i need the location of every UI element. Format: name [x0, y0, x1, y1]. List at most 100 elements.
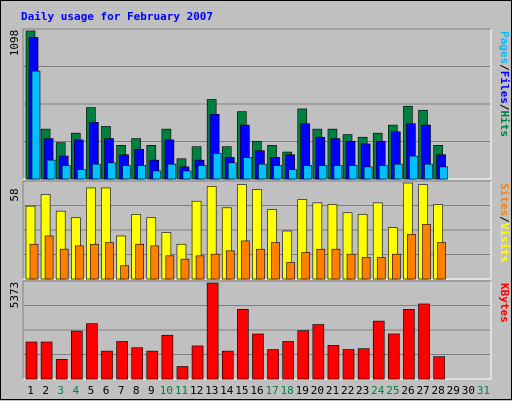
pages-bar — [31, 70, 41, 180]
hits-files-pages-side-label-part: Pages — [498, 31, 511, 64]
visits-sites-side-label-part: Sites — [498, 183, 511, 216]
day-label: 7 — [118, 384, 125, 397]
sites-bar — [376, 257, 386, 280]
day-label: 24 — [371, 384, 385, 397]
sites-bar — [407, 234, 416, 280]
pages-bar — [92, 163, 101, 180]
kbytes-bar — [357, 348, 370, 380]
kbytes-bar — [161, 334, 174, 380]
pages-bar — [243, 157, 252, 180]
pages-bar — [152, 170, 162, 180]
day-label: 13 — [205, 384, 218, 397]
day-label: 23 — [356, 384, 369, 397]
kbytes-bar — [312, 324, 325, 380]
pages-bar — [212, 153, 222, 180]
pages-bar — [137, 165, 146, 180]
sites-bar — [90, 243, 99, 280]
sites-bar — [392, 253, 401, 280]
kbytes-bar — [191, 345, 204, 380]
sites-bar — [286, 262, 295, 280]
kbytes-max-label: 5373 — [8, 282, 21, 309]
kbytes-bar — [297, 330, 310, 380]
kbytes-bar — [237, 309, 249, 380]
pages-bar — [378, 165, 388, 180]
sites-bar — [210, 253, 220, 280]
day-label: 17 — [265, 384, 278, 397]
sites-bar — [437, 242, 446, 280]
day-label: 12 — [190, 384, 203, 397]
kbytes-bar — [327, 345, 340, 380]
pages-bar — [107, 162, 116, 180]
pages-bar — [61, 165, 71, 180]
kbytes-bar — [206, 282, 219, 380]
pages-bar — [348, 165, 358, 180]
visits-sites-side-label-part: / — [498, 216, 511, 223]
day-label: 19 — [296, 384, 309, 397]
pages-bar — [394, 163, 403, 180]
day-label: 8 — [133, 384, 140, 397]
sites-bar — [180, 258, 190, 280]
hits-files-pages-side-label: Pages/Files/Hits — [498, 31, 511, 137]
pages-bar — [333, 165, 343, 180]
pages-bar — [182, 170, 192, 180]
visits-sites-max-label: 58 — [8, 188, 21, 201]
day-label: 29 — [447, 384, 460, 397]
day-label: 4 — [73, 384, 80, 397]
day-label: 3 — [57, 384, 64, 397]
kbytes-bar — [101, 350, 113, 380]
visits-sites-panel: 58 Sites/Visits — [8, 180, 511, 280]
kbytes-bar — [70, 330, 83, 380]
pages-bar — [167, 163, 177, 180]
sites-bar — [241, 240, 250, 280]
hits-files-pages-panel: 1098 Pages/Files/Hits — [8, 28, 511, 180]
kbytes-bar — [252, 333, 264, 380]
pages-bar — [76, 169, 86, 180]
hits-files-pages-side-label-part: Files — [498, 71, 511, 104]
day-label: 21 — [326, 384, 339, 397]
kbytes-bar — [433, 356, 445, 380]
pages-bar — [303, 165, 313, 180]
day-label: 9 — [148, 384, 155, 397]
visits-sites-side-label-part: Visits — [498, 223, 511, 263]
sites-bar — [361, 257, 371, 280]
sites-bar — [271, 242, 280, 280]
sites-bar — [346, 253, 356, 280]
day-label: 26 — [401, 384, 414, 397]
pages-bar — [409, 155, 418, 180]
day-label: 16 — [250, 384, 263, 397]
kbytes-bar — [176, 366, 189, 380]
sites-bar — [29, 243, 39, 280]
day-label: 20 — [311, 384, 324, 397]
sites-bar — [225, 250, 235, 280]
pages-bar — [424, 163, 433, 180]
kbytes-bar — [55, 359, 68, 380]
kbytes-bar — [388, 333, 400, 380]
kbytes-bar — [372, 320, 385, 380]
kbytes-bar — [25, 341, 38, 380]
hits-files-pages-side-label-part: Hits — [498, 111, 511, 138]
day-labels: 1 2 3 4 5 6 7 8 9 10 11 12 13 14 15 16 17 18 19 20 21 22 23 24 2… — [27, 384, 490, 397]
sites-bar — [59, 248, 69, 280]
sites-bar — [150, 245, 160, 280]
sites-bar — [331, 248, 341, 280]
day-label: 15 — [235, 384, 248, 397]
day-label: 1 — [27, 384, 34, 397]
hits-files-pages-side-label-part: / — [498, 104, 511, 111]
sites-bar — [44, 235, 54, 280]
day-label: 2 — [42, 384, 49, 397]
day-label: 28 — [432, 384, 445, 397]
kbytes-bar — [116, 341, 128, 380]
day-label: 31 — [477, 384, 490, 397]
sites-bar — [301, 252, 311, 280]
day-label: 22 — [341, 384, 354, 397]
day-label: 5 — [88, 384, 95, 397]
pages-bar — [46, 159, 56, 180]
kbytes-bar — [146, 350, 159, 380]
pages-bar — [197, 165, 207, 180]
kbytes-bar — [418, 303, 430, 380]
sites-bar — [195, 255, 205, 280]
pages-bar — [288, 169, 297, 180]
